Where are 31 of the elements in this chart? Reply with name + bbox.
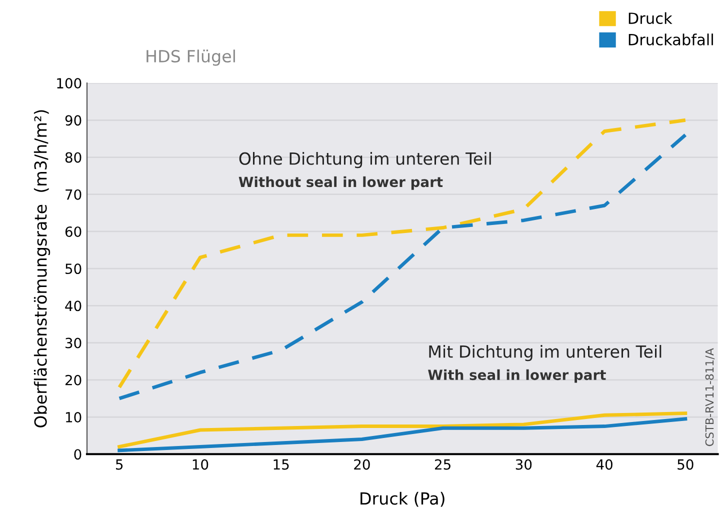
x-tick-label: 40 bbox=[596, 459, 612, 470]
annotation: Without seal in lower part bbox=[238, 176, 443, 190]
y-tick-label: 50 bbox=[66, 264, 82, 274]
chart-title: HDS Flügel bbox=[146, 50, 235, 66]
y-tick-label: 0 bbox=[74, 449, 82, 460]
y-tick-label: 30 bbox=[66, 338, 82, 348]
line-series bbox=[118, 417, 688, 452]
x-tick-label: 5 bbox=[116, 459, 123, 470]
y-tick-label: 80 bbox=[65, 152, 82, 163]
x-tick-label: 25 bbox=[434, 459, 450, 470]
x-tick-label: 10 bbox=[192, 459, 208, 470]
y-tick-label: 20 bbox=[65, 374, 82, 386]
y-tick-label: 70 bbox=[66, 189, 82, 200]
x-tick-label: 30 bbox=[516, 459, 532, 470]
annotation: Mit Dichtung im unteren Teil bbox=[429, 344, 662, 362]
annotation: Ohne Dichtung im unteren Teil bbox=[239, 152, 491, 168]
y-tick-label: 60 bbox=[65, 226, 82, 237]
y-tick-label: 100 bbox=[57, 78, 82, 89]
x-tick-label: 20 bbox=[354, 459, 370, 470]
annotation: With seal in lower part bbox=[428, 369, 606, 383]
y-tick-label: 10 bbox=[66, 412, 82, 422]
x-tick-label: 15 bbox=[274, 459, 289, 470]
legend-label: Druck bbox=[628, 12, 672, 24]
annotation: CSTB-RV11-811/A bbox=[705, 348, 715, 446]
y-tick-label: 90 bbox=[65, 115, 82, 126]
x-axis-title: Druck (Pa) bbox=[360, 492, 444, 507]
x-tick-label: 50 bbox=[678, 459, 694, 470]
legend-label: Druckabfall bbox=[628, 34, 713, 46]
y-axis-title: Oberflächenströmungsrate (m3/h/m²) bbox=[34, 110, 50, 428]
line-series bbox=[118, 412, 688, 448]
y-tick-label: 40 bbox=[65, 300, 82, 312]
